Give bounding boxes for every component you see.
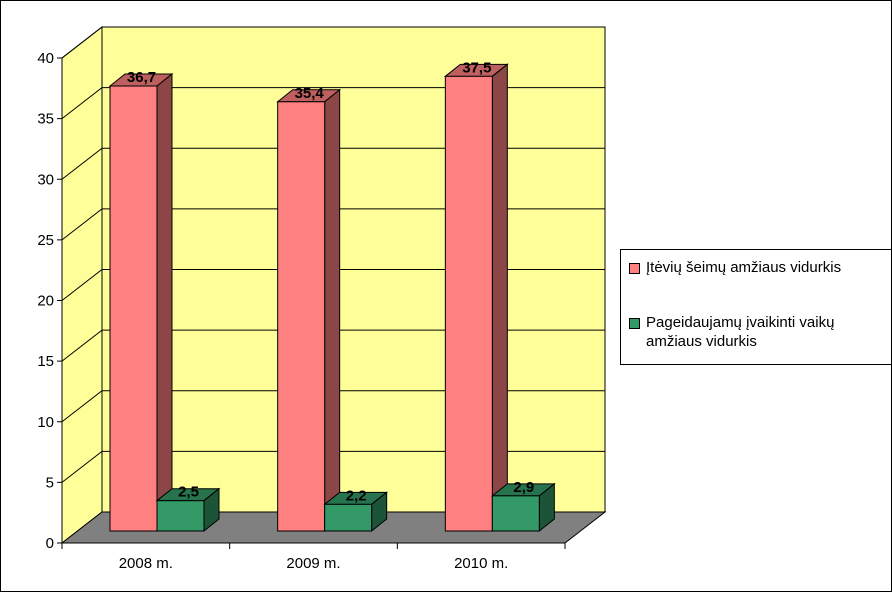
bar — [108, 72, 174, 533]
bar — [155, 487, 221, 533]
x-tick-labels: 2008 m. 2009 m. 2010 m. — [119, 555, 509, 572]
bar — [490, 482, 556, 533]
bar-front — [156, 500, 205, 532]
gridline — [61, 269, 605, 301]
bar-side — [491, 63, 508, 533]
y-tick-label: 10 — [37, 414, 54, 431]
bar-side — [156, 72, 173, 533]
axes — [57, 57, 566, 549]
bar-front — [444, 75, 493, 532]
y-tick-label: 30 — [37, 171, 54, 188]
y-tick-label: 20 — [37, 293, 54, 310]
y-tick-label: 15 — [37, 353, 54, 370]
gridline — [61, 450, 605, 483]
legend-label-children-age: Pageidaujamų įvaikinti vaikų amžiaus vid… — [646, 314, 835, 350]
legend-item-children-age: Pageidaujamų įvaikinti vaikų amžiaus vid… — [629, 313, 834, 351]
gridline — [61, 208, 605, 241]
legend-item-parents-age: Įtėvių šeimų amžiaus vidurkis — [629, 258, 841, 277]
bar-front — [491, 495, 540, 532]
data-label: 35,4 — [295, 85, 325, 102]
data-labels: 36,7 2,5 35,4 2,2 37,5 2,9 — [127, 59, 534, 504]
bar — [443, 63, 509, 533]
bars — [108, 63, 556, 533]
bar-front — [324, 503, 373, 532]
legend-swatch-parents-age — [629, 263, 640, 274]
y-tick-label: 40 — [37, 50, 54, 67]
x-tick-label: 2009 m. — [286, 555, 340, 572]
gridline — [61, 147, 605, 180]
data-label: 37,5 — [462, 59, 491, 76]
y-tick-label: 5 — [46, 474, 54, 491]
y-tick-label: 0 — [46, 535, 54, 552]
gridline — [61, 26, 605, 59]
data-label: 2,2 — [346, 487, 367, 504]
y-tick-labels: 0 5 10 15 20 25 30 35 40 — [37, 50, 54, 552]
legend-swatch-children-age — [629, 318, 640, 329]
bar-front — [109, 85, 158, 532]
data-label: 2,5 — [178, 484, 199, 501]
y-tick-label: 35 — [37, 111, 54, 128]
bar — [323, 491, 389, 533]
gridline — [61, 329, 605, 362]
legend: Įtėvių šeimų amžiaus vidurkis Pageidauja… — [620, 249, 892, 365]
y-tick-label: 25 — [37, 232, 54, 249]
bar-front — [277, 101, 326, 532]
x-tick-label: 2010 m. — [454, 555, 508, 572]
bar — [276, 88, 342, 533]
gridlines — [61, 26, 605, 483]
gridline — [61, 87, 605, 120]
gridline — [61, 390, 605, 423]
data-label: 2,9 — [513, 479, 534, 496]
data-label: 36,7 — [127, 69, 156, 86]
legend-label-parents-age: Įtėvių šeimų amžiaus vidurkis — [646, 259, 842, 276]
x-tick-label: 2008 m. — [119, 555, 173, 572]
bar-side — [324, 88, 341, 533]
